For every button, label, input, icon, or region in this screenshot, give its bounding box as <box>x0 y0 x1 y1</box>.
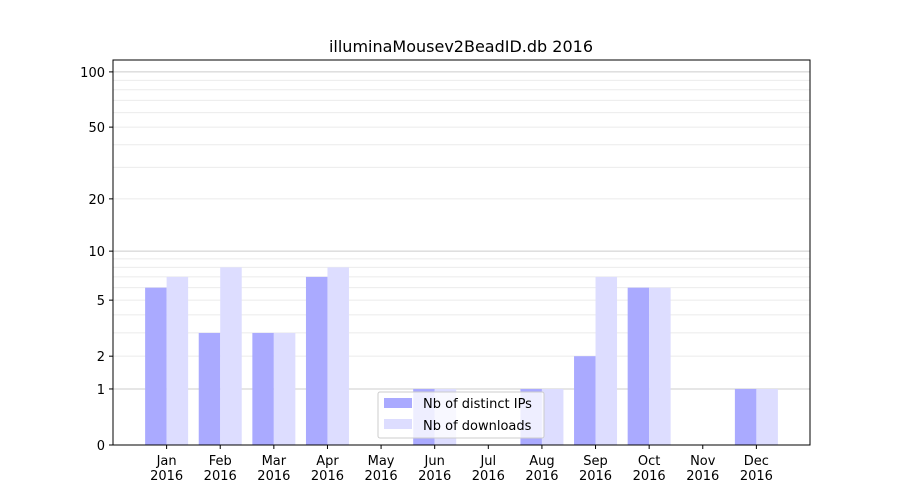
legend: Nb of distinct IPs Nb of downloads <box>377 391 545 439</box>
bar-distinct-ips <box>305 276 328 445</box>
y-tick-label: 0 <box>97 439 105 454</box>
x-tick-label: Jan 2016 <box>150 454 183 484</box>
x-tick-label: Aug 2016 <box>525 454 558 484</box>
legend-swatch-downloads <box>384 419 412 429</box>
legend-label-downloads: Nb of downloads <box>423 419 532 434</box>
x-tick-label: Nov 2016 <box>686 454 719 484</box>
y-tick-label: 5 <box>97 294 105 309</box>
x-tick-label: Oct 2016 <box>633 454 666 484</box>
legend-label-distinct-ips: Nb of distinct IPs <box>423 397 532 412</box>
bar-distinct-ips <box>198 332 221 445</box>
y-tick-label: 50 <box>88 121 105 136</box>
x-tick-label: Sep 2016 <box>579 454 612 484</box>
y-tick-label: 1 <box>97 383 105 398</box>
bar-downloads <box>595 276 618 445</box>
bar-downloads <box>220 267 242 445</box>
bar-downloads <box>756 388 778 445</box>
x-tick-label: Jun 2016 <box>418 454 451 484</box>
bar-distinct-ips <box>145 287 167 445</box>
bar-downloads <box>327 267 349 445</box>
y-tick-label: 20 <box>88 193 105 208</box>
y-tick-label: 100 <box>80 66 105 81</box>
bar-downloads <box>541 388 564 445</box>
x-tick-label: Apr 2016 <box>311 454 344 484</box>
plot-frame <box>112 59 811 446</box>
legend-swatch-distinct-ips <box>384 398 412 408</box>
bar-distinct-ips <box>574 356 596 445</box>
x-tick-label: Dec 2016 <box>740 454 773 484</box>
x-tick-label: May 2016 <box>365 454 398 484</box>
x-tick-label: Mar 2016 <box>257 454 290 484</box>
x-tick-label: Feb 2016 <box>204 454 237 484</box>
y-tick-label: 10 <box>88 245 105 260</box>
bar-downloads <box>166 276 189 445</box>
chart-title: illuminaMousev2BeadID.db 2016 <box>329 37 593 56</box>
bar-distinct-ips <box>627 287 650 445</box>
bar-distinct-ips <box>252 332 274 445</box>
y-tick-label: 2 <box>97 350 105 365</box>
x-tick-label: Jul 2016 <box>472 454 505 484</box>
bar-distinct-ips <box>734 388 757 445</box>
bar-downloads <box>649 287 671 445</box>
bar-downloads <box>273 332 296 445</box>
